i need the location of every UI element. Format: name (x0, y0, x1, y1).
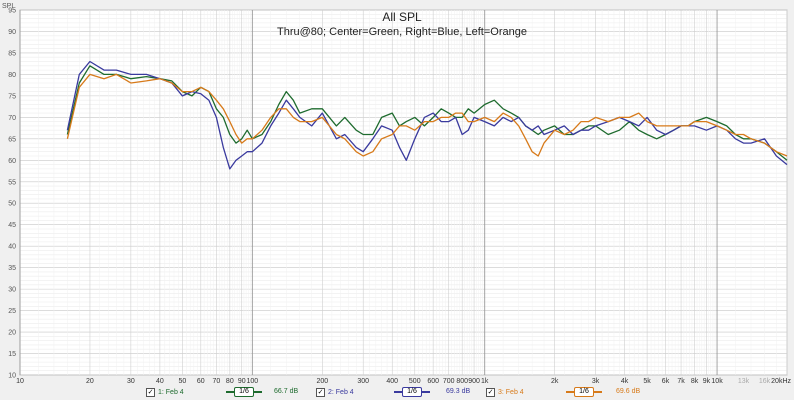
y-tick-label: 50 (8, 201, 16, 208)
y-tick-label: 20 (8, 330, 16, 337)
y-tick-label: 35 (8, 265, 16, 272)
series-line-3 (66, 73, 788, 157)
x-tick-label: 80 (226, 378, 234, 384)
legend-2-line-right (422, 391, 430, 393)
x-tick-label: 600 (427, 378, 439, 384)
x-tick-label: 1k (481, 378, 489, 384)
x-tick-label: 6k (662, 378, 670, 384)
y-tick-label: 85 (8, 50, 16, 57)
legend-2-level: 69.3 dB (446, 388, 471, 395)
series-layer (66, 60, 788, 170)
x-tick-label: 900 (468, 378, 480, 384)
y-tick-label: 90 (8, 29, 16, 36)
legend-item-3: ✓ 3: Feb 4 (486, 386, 524, 398)
y-tick-label: 60 (8, 158, 16, 165)
chart-title: All SPL (382, 10, 422, 24)
y-tick-label: 15 (8, 351, 16, 358)
y-tick-label: 65 (8, 136, 16, 143)
y-tick-label: 25 (8, 308, 16, 315)
x-tick-label: 800 (456, 378, 468, 384)
x-tick-label: 16k (759, 378, 771, 384)
y-tick-label: 40 (8, 244, 16, 251)
legend-3-label: 3: Feb 4 (498, 388, 524, 396)
y-tick-label: 95 (8, 8, 16, 15)
x-tick-label: 20kHz (771, 378, 791, 384)
x-tick-label: 2k (551, 378, 559, 384)
legend-3-line-right (594, 391, 602, 393)
legend-2-label: 2: Feb 4 (328, 388, 354, 396)
x-tick-label: 20 (86, 378, 94, 384)
x-tick-label: 90 (238, 378, 246, 384)
legend-2-line-left (394, 391, 402, 393)
x-tick-label: 400 (386, 378, 398, 384)
chart-subtitle: Thru@80; Center=Green, Right=Blue, Left=… (277, 26, 527, 38)
legend-item-2: ✓ 2: Feb 4 (316, 386, 354, 398)
legend-1-level: 66.7 dB (274, 388, 299, 395)
x-tick-label: 8k (691, 378, 699, 384)
y-tick-labels: 95 90 85 80 75 70 65 60 55 50 45 40 35 30 25 20 15 10 (8, 8, 16, 380)
legend-3-smoothing[interactable]: 1/6 (566, 387, 602, 397)
y-tick-label: 10 (8, 373, 16, 380)
legend-2-checkbox[interactable]: ✓ (316, 387, 325, 397)
y-tick-label: 55 (8, 179, 16, 186)
legend-3-level: 69.6 dB (616, 388, 641, 395)
x-tick-label: 700 (443, 378, 455, 384)
x-tick-label: 70 (212, 378, 220, 384)
series-line-1 (66, 65, 788, 161)
y-tick-label: 70 (8, 115, 16, 122)
spl-chart: 95 90 85 80 75 70 65 60 55 50 45 40 35 30 25 20 15 10 10 2… (2, 3, 791, 384)
plot-area (19, 9, 788, 376)
x-tick-label: 10 (16, 378, 24, 384)
legend-2-smoothing[interactable]: 1/6 (394, 387, 430, 397)
legend-3-smoothing-value[interactable]: 1/6 (574, 387, 594, 397)
series-line-2 (66, 60, 788, 170)
x-tick-label: 3k (592, 378, 600, 384)
legend-1-label: 1: Feb 4 (158, 388, 184, 396)
x-tick-labels: 10 20 30 40 50 60 70 80 90 100 200 300 400 500 600 700 8… (16, 378, 791, 384)
x-tick-label: 13k (738, 378, 750, 384)
legend-1-line-left (226, 391, 234, 393)
x-tick-label: 40 (156, 378, 164, 384)
legend-1-checkbox[interactable]: ✓ (146, 387, 155, 397)
x-tick-label: 500 (409, 378, 421, 384)
legend-bar: ✓ 1: Feb 4 1/6 66.7 dB ✓ 2: Feb 4 1/6 69… (0, 384, 794, 400)
y-axis-label: SPL (2, 3, 15, 10)
x-tick-label: 30 (127, 378, 135, 384)
y-tick-label: 80 (8, 72, 16, 79)
x-tick-label: 9k (703, 378, 711, 384)
y-tick-label: 75 (8, 93, 16, 100)
x-tick-label: 7k (677, 378, 685, 384)
x-tick-label: 200 (316, 378, 328, 384)
x-tick-label: 5k (643, 378, 651, 384)
legend-3-checkbox[interactable]: ✓ (486, 387, 495, 397)
legend-item-1: ✓ 1: Feb 4 (146, 386, 184, 398)
x-tick-label: 100 (247, 378, 259, 384)
y-tick-label: 45 (8, 222, 16, 229)
y-tick-label: 30 (8, 287, 16, 294)
x-tick-label: 60 (197, 378, 205, 384)
x-tick-label: 4k (621, 378, 629, 384)
x-tick-label: 10k (711, 378, 723, 384)
legend-3-line-left (566, 391, 574, 393)
x-tick-label: 50 (179, 378, 187, 384)
legend-2-smoothing-value[interactable]: 1/6 (402, 387, 422, 397)
legend-1-smoothing[interactable]: 1/6 (226, 387, 262, 397)
legend-1-smoothing-value[interactable]: 1/6 (234, 387, 254, 397)
legend-1-line-right (254, 391, 262, 393)
x-tick-label: 300 (357, 378, 369, 384)
